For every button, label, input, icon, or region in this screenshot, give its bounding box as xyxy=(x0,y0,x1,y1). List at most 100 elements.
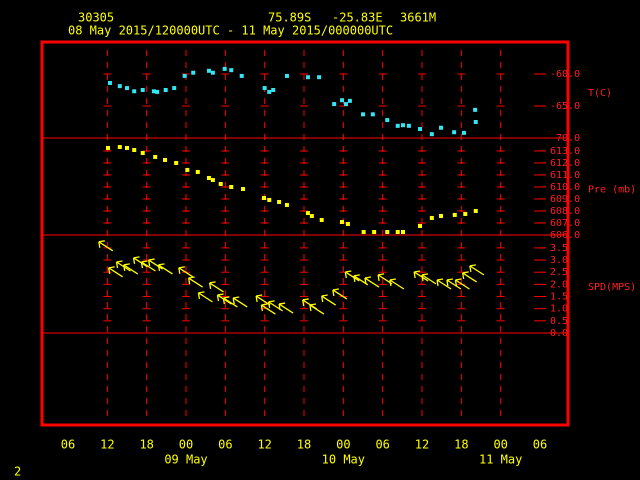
point xyxy=(340,98,345,103)
wind-arrow xyxy=(222,296,238,308)
point xyxy=(309,214,314,219)
point xyxy=(305,75,310,80)
wind-arrow xyxy=(321,294,337,306)
point xyxy=(262,196,267,201)
point xyxy=(153,154,158,159)
point xyxy=(140,88,145,92)
y-tick-label: 3.0 xyxy=(550,255,568,266)
wind-arrow xyxy=(147,258,163,270)
wind-arrow xyxy=(278,302,294,314)
point xyxy=(191,70,196,75)
wind-arrow xyxy=(197,291,213,303)
wind-arrow xyxy=(108,266,123,278)
point xyxy=(267,89,272,94)
point xyxy=(229,184,234,189)
point xyxy=(452,212,457,217)
wind-arrow xyxy=(178,266,194,278)
wind-arrow xyxy=(469,264,485,276)
wind-arrow xyxy=(157,263,173,275)
x-tick-label: 18 xyxy=(297,438,311,452)
wind-arrow xyxy=(389,278,405,290)
point xyxy=(429,215,434,220)
point xyxy=(418,127,423,132)
x-tick-label: 00 xyxy=(493,438,507,452)
wind-arrow xyxy=(462,271,477,283)
x-tick-label: 06 xyxy=(61,438,75,452)
point xyxy=(284,202,289,207)
wind-arrow xyxy=(140,260,156,272)
point xyxy=(347,98,352,103)
point xyxy=(370,112,375,117)
wind-arrow xyxy=(255,294,271,306)
y-tick-label: 612.0 xyxy=(550,158,580,169)
point xyxy=(172,86,177,91)
point xyxy=(473,208,478,213)
x-tick-label: 06 xyxy=(218,438,232,452)
point xyxy=(463,211,468,216)
point xyxy=(117,145,122,150)
point xyxy=(372,229,377,234)
point xyxy=(151,89,156,94)
day-label: 11 May xyxy=(479,453,522,467)
point xyxy=(439,214,444,219)
wind-arrow xyxy=(216,293,232,305)
station-id: 30305 xyxy=(78,11,114,25)
y-axis-label: SPD(MPS) xyxy=(588,282,636,293)
point xyxy=(452,130,457,135)
point xyxy=(400,229,405,234)
point xyxy=(395,229,400,234)
x-tick-label: 12 xyxy=(415,438,429,452)
point xyxy=(418,223,423,228)
point xyxy=(284,73,289,78)
point xyxy=(277,199,282,204)
point xyxy=(267,197,272,202)
y-tick-label: 2.0 xyxy=(550,279,568,290)
point xyxy=(107,80,112,85)
point xyxy=(305,211,310,216)
wind-arrow xyxy=(208,281,224,293)
point xyxy=(182,73,187,78)
wind-arrow xyxy=(344,270,360,282)
wind-arrow xyxy=(187,276,203,288)
y-tick-label: 607.0 xyxy=(550,218,580,229)
point xyxy=(241,187,246,192)
point xyxy=(473,107,478,112)
point xyxy=(473,120,478,124)
wind-arrow xyxy=(436,278,452,290)
wind-arrow xyxy=(132,256,148,268)
wind-arrow xyxy=(446,278,462,290)
day-label: 09 May xyxy=(164,453,207,467)
x-tick-label: 00 xyxy=(179,438,193,452)
point xyxy=(439,125,444,130)
point xyxy=(429,132,434,137)
y-tick-label: 2.5 xyxy=(550,267,568,278)
point xyxy=(210,70,215,75)
y-tick-label: 0.5 xyxy=(550,316,568,327)
y-tick-label: -60.0 xyxy=(550,69,580,80)
point xyxy=(343,102,348,107)
point xyxy=(262,86,267,91)
point xyxy=(361,112,365,117)
x-tick-label: 18 xyxy=(139,438,153,452)
footer: 2 xyxy=(14,465,21,479)
point xyxy=(174,160,179,165)
point xyxy=(461,130,466,135)
wind-arrow xyxy=(98,240,114,252)
point xyxy=(185,167,190,172)
point xyxy=(385,118,390,123)
wind-arrow xyxy=(364,276,380,288)
frame xyxy=(40,40,570,427)
x-tick-label: 06 xyxy=(533,438,547,452)
point xyxy=(206,68,211,73)
point xyxy=(210,178,215,183)
wind-arrow xyxy=(421,273,437,285)
y-tick-label: 1.5 xyxy=(550,292,568,303)
elevation: 3661M xyxy=(400,11,436,25)
wind-arrow xyxy=(309,303,325,315)
point xyxy=(229,68,234,73)
wind-arrow xyxy=(260,303,276,315)
day-label: 10 May xyxy=(322,453,365,467)
latitude: 75.89S xyxy=(268,11,311,25)
